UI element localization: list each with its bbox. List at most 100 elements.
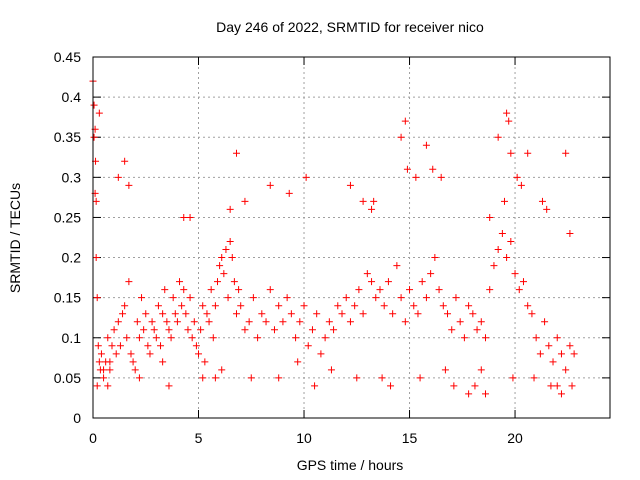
data-point: [543, 205, 551, 213]
data-point: [304, 342, 312, 350]
data-point: [368, 278, 376, 286]
data-point: [169, 294, 177, 302]
data-point: [500, 197, 508, 205]
data-point: [135, 374, 143, 382]
data-point: [370, 197, 378, 205]
data-point: [509, 374, 517, 382]
data-point: [220, 270, 228, 278]
data-point: [536, 350, 544, 358]
data-point: [494, 133, 502, 141]
data-point: [498, 229, 506, 237]
data-point: [481, 390, 489, 398]
data-point: [173, 318, 181, 326]
data-point: [207, 286, 215, 294]
data-point: [387, 382, 395, 390]
data-point: [245, 318, 253, 326]
data-point: [127, 350, 135, 358]
data-point: [538, 197, 546, 205]
data-point: [503, 109, 511, 117]
data-point: [254, 334, 262, 342]
data-point: [150, 326, 158, 334]
data-point: [353, 374, 361, 382]
data-point: [241, 197, 249, 205]
x-tick-label: 20: [507, 430, 523, 446]
data-point: [553, 334, 561, 342]
data-point: [237, 302, 245, 310]
x-tick-label: 15: [402, 430, 418, 446]
data-point: [90, 133, 98, 141]
chart-title: Day 246 of 2022, SRMTID for receiver nic…: [216, 19, 484, 35]
tick-labels: 0 0.05 0.1 0.15 0.2 0.25 0.3 0.35 0.4 0.45 0 5 10 15 2…: [54, 49, 523, 446]
data-point: [427, 270, 435, 278]
data-point: [106, 366, 114, 374]
data-point: [460, 334, 468, 342]
data-point: [452, 294, 460, 302]
data-point: [363, 270, 371, 278]
data-point: [146, 350, 154, 358]
data-point: [188, 334, 196, 342]
data-point: [106, 358, 114, 366]
data-point: [368, 205, 376, 213]
data-point: [110, 326, 118, 334]
y-tick-label: 0: [73, 410, 81, 426]
data-point: [401, 318, 409, 326]
data-point: [517, 181, 525, 189]
data-point: [505, 117, 513, 125]
data-point: [148, 318, 156, 326]
data-point: [180, 286, 188, 294]
x-tick-label: 0: [89, 430, 97, 446]
data-point: [100, 374, 108, 382]
data-point: [549, 358, 557, 366]
data-point: [330, 326, 338, 334]
data-point: [266, 286, 274, 294]
data-point: [486, 213, 494, 221]
data-point: [416, 374, 424, 382]
data-point: [389, 310, 397, 318]
data-point: [327, 366, 335, 374]
grid-lines: [93, 57, 610, 418]
y-tick-label: 0.2: [62, 250, 82, 266]
data-point: [359, 197, 367, 205]
data-point: [92, 197, 100, 205]
data-point: [494, 246, 502, 254]
data-point: [486, 286, 494, 294]
data-point: [471, 382, 479, 390]
data-point: [317, 350, 325, 358]
data-point: [218, 254, 226, 262]
data-point: [94, 342, 102, 350]
data-point: [161, 286, 169, 294]
data-point: [418, 278, 426, 286]
data-point: [448, 326, 456, 334]
data-point: [197, 326, 205, 334]
data-point: [519, 278, 527, 286]
data-point: [258, 310, 266, 318]
data-point: [429, 165, 437, 173]
data-point: [568, 382, 576, 390]
data-point: [125, 278, 133, 286]
data-point: [159, 358, 167, 366]
data-point: [232, 310, 240, 318]
data-point: [249, 294, 257, 302]
data-point: [346, 318, 354, 326]
data-point: [311, 382, 319, 390]
data-point: [97, 350, 105, 358]
data-point: [465, 390, 473, 398]
data-point: [247, 374, 255, 382]
data-point: [114, 318, 122, 326]
data-point: [294, 358, 302, 366]
data-point: [140, 326, 148, 334]
y-tick-label: 0.35: [54, 129, 81, 145]
data-point: [481, 334, 489, 342]
data-point: [450, 382, 458, 390]
data-point: [545, 342, 553, 350]
data-point: [444, 310, 452, 318]
data-point: [129, 358, 137, 366]
data-point: [165, 382, 173, 390]
data-point: [154, 302, 162, 310]
y-tick-label: 0.4: [62, 89, 82, 105]
data-point: [321, 334, 329, 342]
data-point: [308, 326, 316, 334]
data-point: [222, 246, 230, 254]
data-point: [192, 342, 200, 350]
data-point: [190, 318, 198, 326]
